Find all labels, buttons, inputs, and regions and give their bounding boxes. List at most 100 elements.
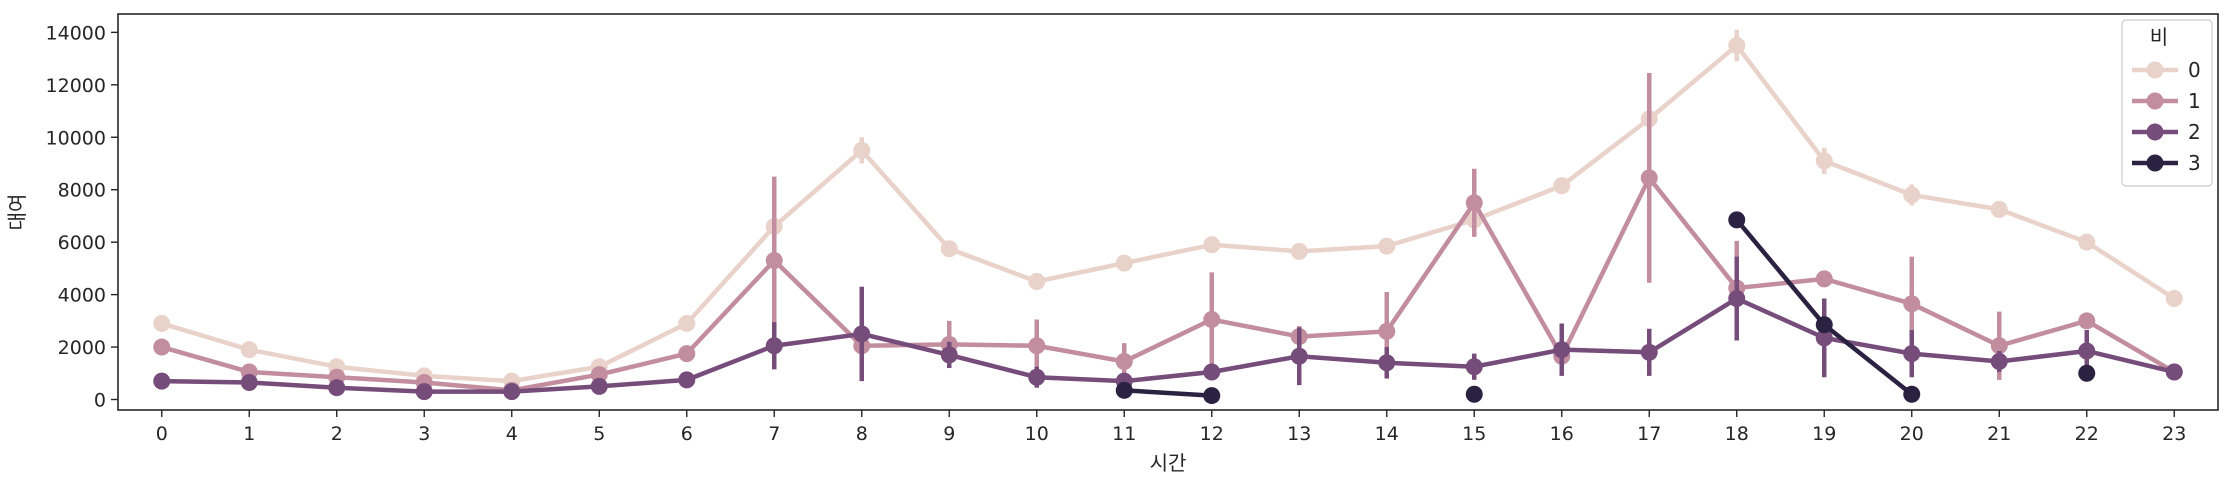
legend-marker [2146, 123, 2164, 141]
data-point [1465, 358, 1483, 376]
data-point [678, 345, 696, 363]
legend-label: 2 [2188, 120, 2201, 144]
y-tick-label: 8000 [58, 180, 106, 202]
x-tick-label: 5 [593, 423, 605, 445]
data-point [1553, 177, 1571, 195]
y-tick-label: 2000 [58, 337, 106, 359]
legend-item: 1 [2132, 89, 2201, 113]
data-point [1815, 270, 1833, 288]
data-point [1465, 194, 1483, 212]
data-point [1728, 290, 1746, 308]
data-point [1115, 254, 1133, 272]
y-tick-label: 0 [94, 390, 106, 412]
data-point [1728, 36, 1746, 54]
data-point [1640, 343, 1658, 361]
data-point [153, 372, 171, 390]
legend-item: 0 [2132, 58, 2201, 82]
x-tick-label: 20 [1900, 423, 1924, 445]
x-tick-label: 16 [1550, 423, 1574, 445]
y-tick-label: 12000 [46, 75, 106, 97]
data-point [940, 346, 958, 364]
x-tick-label: 21 [1987, 423, 2011, 445]
y-tick-label: 4000 [58, 285, 106, 307]
data-point [1903, 345, 1921, 363]
data-point [1378, 354, 1396, 372]
x-tick-label: 1 [243, 423, 255, 445]
series-3 [1115, 211, 2096, 405]
y-axis-label: 대여 [5, 194, 29, 231]
x-tick-label: 10 [1025, 423, 1049, 445]
series-line [1124, 388, 1212, 398]
data-point [240, 373, 258, 391]
legend-marker [2146, 154, 2164, 172]
legend-marker [2146, 61, 2164, 79]
data-point [765, 252, 783, 270]
x-tick-label: 3 [418, 423, 430, 445]
y-tick-label: 10000 [46, 127, 106, 149]
data-point [1203, 363, 1221, 381]
data-point [678, 314, 696, 332]
data-point [1990, 337, 2008, 355]
data-point [1903, 186, 1921, 204]
x-tick-label: 2 [331, 423, 343, 445]
data-point [853, 325, 871, 343]
x-tick-label: 15 [1462, 423, 1486, 445]
data-point [1028, 272, 1046, 290]
data-point [503, 383, 521, 401]
series-line [161, 43, 2176, 384]
data-point [1203, 311, 1221, 329]
legend-label: 1 [2188, 89, 2201, 113]
data-point [2165, 363, 2183, 381]
x-tick-label: 4 [506, 423, 518, 445]
x-tick-label: 22 [2075, 423, 2099, 445]
data-point [1815, 329, 1833, 347]
x-tick-label: 12 [1200, 423, 1224, 445]
data-point [1640, 169, 1658, 187]
x-axis-label: 시간 [1150, 451, 1187, 475]
x-tick-label: 13 [1287, 423, 1311, 445]
y-axis: 0 2000 4000 6000 8000 10000 12000 14000 [46, 22, 118, 412]
data-point [1378, 322, 1396, 340]
x-tick-label: 11 [1112, 423, 1136, 445]
data-point [590, 377, 608, 395]
plot-frame [117, 13, 2219, 411]
data-point [1028, 337, 1046, 355]
x-tick-label: 6 [681, 423, 693, 445]
data-point [153, 314, 171, 332]
data-point [1903, 385, 1921, 403]
x-tick-label: 9 [943, 423, 955, 445]
data-point [853, 141, 871, 159]
data-point [415, 383, 433, 401]
data-point [1815, 316, 1833, 334]
x-tick-label: 14 [1375, 423, 1399, 445]
x-axis: 0 1 2 3 4 5 6 7 8 9 10 11 12 13 14 15 16 17 18 19 20 21 22 23 [156, 410, 2186, 445]
series-line [161, 175, 2176, 393]
y-tick-label: 6000 [58, 232, 106, 254]
legend-label: 0 [2188, 58, 2201, 82]
data-point [1115, 381, 1133, 399]
data-point [2078, 233, 2096, 251]
x-tick-label: 17 [1637, 423, 1661, 445]
legend-item: 3 [2132, 151, 2201, 175]
data-point [1115, 352, 1133, 370]
data-point [1815, 152, 1833, 170]
legend-title: 비 [2150, 25, 2168, 49]
data-point [590, 366, 608, 384]
data-point [1465, 385, 1483, 403]
data-point [1990, 352, 2008, 370]
data-point [153, 338, 171, 356]
data-point [765, 337, 783, 355]
data-point [328, 379, 346, 397]
x-tick-label: 18 [1725, 423, 1749, 445]
data-point [1203, 387, 1221, 405]
legend-item: 2 [2132, 120, 2201, 144]
data-point [2078, 342, 2096, 360]
data-point [1203, 236, 1221, 254]
data-point [2078, 364, 2096, 382]
data-point [1728, 211, 1746, 229]
data-point [240, 341, 258, 359]
data-point [1028, 368, 1046, 386]
